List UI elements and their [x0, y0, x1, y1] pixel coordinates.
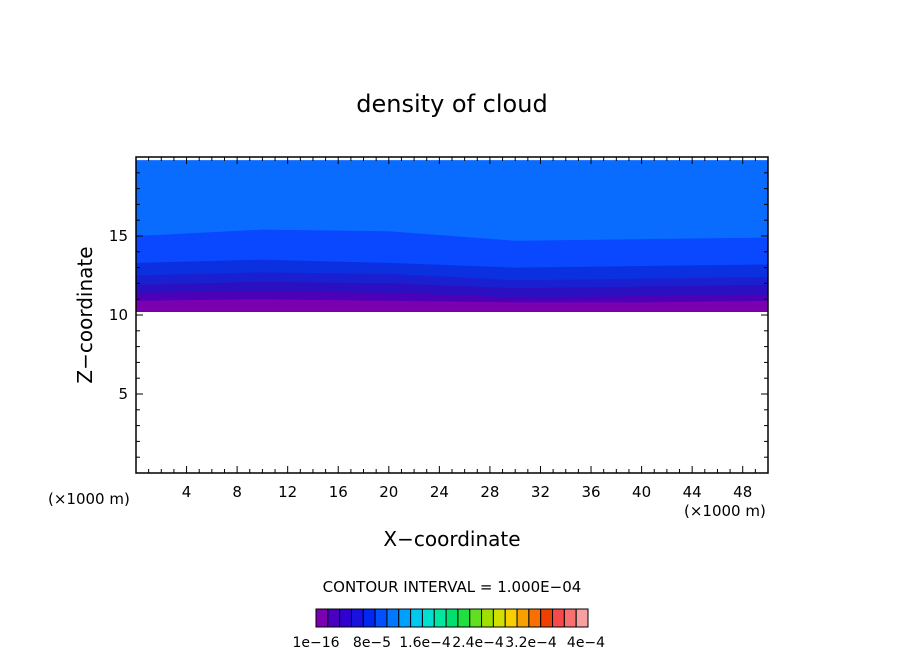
y-tick-label: 5 [118, 385, 128, 403]
x-axis-label: X−coordinate [383, 527, 520, 551]
colorbar-swatch [528, 608, 542, 628]
colorbar-swatch [386, 608, 400, 628]
colorbar-swatch [575, 608, 589, 628]
x-tick-label: 32 [531, 483, 550, 501]
colorbar-swatch [362, 608, 376, 628]
colorbar-swatch [433, 608, 447, 628]
colorbar-swatch [504, 608, 518, 628]
colorbar-swatch [350, 608, 364, 628]
colorbar-labels: 1e−16 8e−5 1.6e−4 2.4e−4 3.2e−4 4e−4 [292, 635, 605, 651]
contour-bands [136, 160, 768, 312]
colorbar-label: 8e−5 [353, 635, 391, 651]
colorbar-label: 2.4e−4 [452, 635, 504, 651]
colorbar-swatch [469, 608, 483, 628]
colorbar-swatch [552, 608, 565, 628]
y-tick-label: 15 [109, 227, 128, 245]
y-axis-label: Z−coordinate [73, 246, 97, 383]
colorbar-swatch [410, 608, 423, 628]
colorbar-label: 1e−16 [292, 635, 339, 651]
colorbar-swatch [563, 608, 577, 628]
colorbar-swatch [339, 608, 352, 628]
colorbar-swatch [315, 608, 329, 628]
colorbar-label: 1.6e−4 [399, 635, 451, 651]
x-tick-label: 44 [683, 483, 702, 501]
colorbar [315, 608, 589, 628]
colorbar-label: 3.2e−4 [505, 635, 557, 651]
colorbar-swatch [457, 608, 471, 628]
contour-band-6 [136, 299, 768, 312]
colorbar-swatch [374, 608, 388, 628]
y-tick-label: 10 [109, 306, 128, 324]
contour-interval: CONTOUR INTERVAL = 1.000E−04 [323, 578, 582, 596]
colorbar-swatch [516, 608, 530, 628]
x-tick-label: 16 [329, 483, 348, 501]
colorbar-swatch [445, 608, 459, 628]
x-tick-label: 12 [278, 483, 297, 501]
x-tick-label: 28 [480, 483, 499, 501]
x-unit-label-left: (×1000 m) [48, 490, 130, 508]
colorbar-swatch [481, 608, 494, 628]
x-tick-label: 24 [430, 483, 449, 501]
x-tick-label: 48 [733, 483, 752, 501]
colorbar-swatch [492, 608, 506, 628]
x-unit-label-right: (×1000 m) [684, 502, 766, 520]
x-tick-label: 40 [632, 483, 651, 501]
colorbar-swatch [540, 608, 554, 628]
colorbar-label: 4e−4 [567, 635, 605, 651]
x-tick-label: 20 [379, 483, 398, 501]
colorbar-swatch [421, 608, 435, 628]
chart-title: density of cloud [356, 90, 547, 118]
x-tick-label: 36 [581, 483, 600, 501]
colorbar-swatch [398, 608, 412, 628]
x-tick-label: 8 [232, 483, 242, 501]
x-tick-label: 4 [182, 483, 192, 501]
colorbar-swatch [327, 608, 341, 628]
